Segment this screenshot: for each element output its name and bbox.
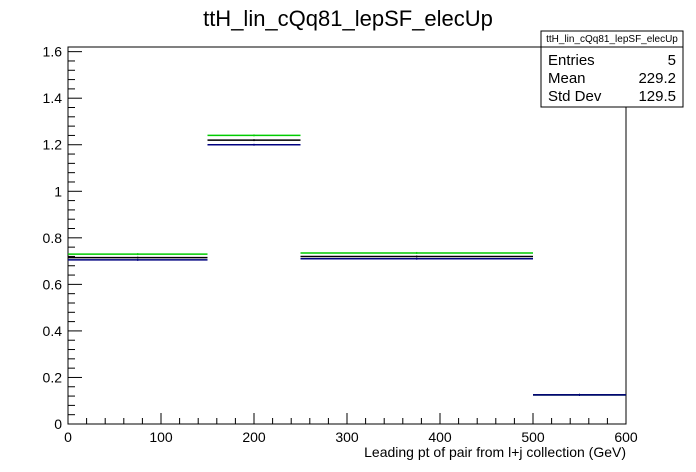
stats-label-entries: Entries [548,52,595,69]
stats-label-stddev: Std Dev [548,88,602,105]
stats-value-mean: 229.2 [638,70,676,87]
y-tick-label: 1.2 [43,137,63,153]
histogram-bins [68,134,626,396]
x-axis-label: Leading pt of pair from l+j collection (… [364,444,626,460]
y-tick-label: 1.6 [43,44,63,60]
stats-box: ttH_lin_cQq81_lepSF_elecUp Entries 5 Mea… [540,30,684,108]
x-tick-label: 400 [428,429,452,445]
y-tick-label: 0.8 [43,230,63,246]
y-tick-label: 0.4 [43,323,63,339]
y-tick-label: 0.2 [43,369,63,385]
y-tick-label: 1 [54,183,62,199]
stats-value-stddev: 129.5 [638,88,676,105]
chart-title: ttH_lin_cQq81_lepSF_elecUp [203,6,493,31]
y-tick-label: 0 [54,416,62,432]
x-tick-label: 500 [521,429,545,445]
y-tick-label: 1.4 [43,90,63,106]
stats-value-entries: 5 [668,52,676,69]
x-tick-label: 600 [614,429,638,445]
y-axis: 0 0.2 0.4 0.6 0.8 1 1.2 1.4 1.6 [43,44,82,432]
y-tick-label: 0.6 [43,276,63,292]
x-tick-label: 300 [335,429,359,445]
x-axis: 0 100 200 300 400 500 600 [64,413,638,445]
stats-label-mean: Mean [548,70,586,87]
x-tick-label: 0 [64,429,72,445]
x-tick-label: 100 [149,429,173,445]
stats-name: ttH_lin_cQq81_lepSF_elecUp [546,34,678,45]
x-tick-label: 200 [242,429,266,445]
